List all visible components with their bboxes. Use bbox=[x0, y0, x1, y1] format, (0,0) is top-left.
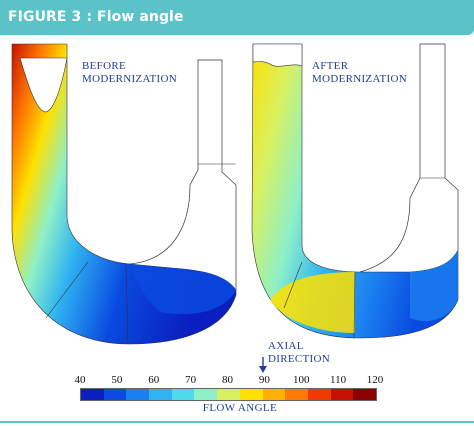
colorbar-tick: 40 bbox=[74, 374, 86, 386]
colorbar-tick: 120 bbox=[366, 374, 384, 386]
flow-angle-diagram bbox=[11, 43, 459, 373]
colorbar-swatch bbox=[171, 389, 195, 400]
before-label-line1: BEFORE bbox=[82, 60, 126, 72]
colorbar-swatch bbox=[239, 389, 263, 400]
axial-label-line2: DIRECTION bbox=[268, 353, 330, 365]
colorbar-swatch bbox=[103, 389, 127, 400]
colorbar-swatch bbox=[217, 389, 240, 400]
colorbar-tick: 60 bbox=[148, 374, 160, 386]
before-label-line2: MODERNIZATION bbox=[82, 73, 177, 85]
colorbar-swatch bbox=[330, 389, 354, 400]
colorbar-tick: 70 bbox=[185, 374, 197, 386]
figure-header: FIGURE 3 : Flow angle bbox=[0, 0, 474, 35]
colorbar-swatch bbox=[262, 389, 286, 400]
colorbar-swatch bbox=[285, 389, 308, 400]
after-label-line1: AFTER bbox=[312, 60, 349, 72]
before-outlet-blue bbox=[130, 264, 236, 315]
before-section-line-b bbox=[125, 263, 129, 345]
colorbar-tick: 110 bbox=[330, 374, 347, 386]
after-panel bbox=[251, 43, 459, 339]
before-section-line-a bbox=[45, 261, 89, 319]
after-bend-fill bbox=[251, 43, 459, 339]
after-label: AFTER MODERNIZATION bbox=[312, 60, 407, 86]
colorbar-ticks: 40 50 60 70 80 90 100 110 120 bbox=[0, 374, 474, 388]
before-inlet-void bbox=[19, 57, 68, 113]
before-outlet-duct bbox=[129, 59, 237, 290]
axial-arrow bbox=[259, 357, 267, 373]
colorbar bbox=[80, 388, 377, 401]
before-label: BEFORE MODERNIZATION bbox=[82, 60, 177, 86]
colorbar-tick: 90 bbox=[258, 374, 270, 386]
colorbar-swatch bbox=[126, 389, 150, 400]
after-outlet-blue bbox=[410, 250, 458, 322]
after-outlet-duct bbox=[359, 43, 459, 273]
after-label-line2: MODERNIZATION bbox=[312, 73, 407, 85]
colorbar-tick: 50 bbox=[111, 374, 123, 386]
colorbar-swatch bbox=[353, 389, 376, 400]
before-panel bbox=[11, 43, 237, 345]
after-section-line-a bbox=[283, 261, 303, 309]
figure-title: FIGURE 3 : Flow angle bbox=[8, 9, 184, 25]
after-core-yellow bbox=[270, 272, 355, 333]
axial-label-line1: AXIAL bbox=[268, 340, 304, 352]
after-section-line-b bbox=[353, 271, 356, 339]
colorbar-label: FLOW ANGLE bbox=[202, 402, 278, 414]
colorbar-tick: 80 bbox=[222, 374, 233, 386]
colorbar-swatch bbox=[81, 389, 104, 400]
colorbar-swatch bbox=[149, 389, 172, 400]
colorbar-swatch bbox=[307, 389, 331, 400]
after-inlet-cap bbox=[252, 43, 303, 67]
colorbar-swatch bbox=[194, 389, 218, 400]
colorbar-tick: 100 bbox=[293, 374, 310, 386]
axial-direction-label: AXIAL DIRECTION bbox=[268, 340, 330, 366]
bottom-rule bbox=[0, 421, 474, 423]
